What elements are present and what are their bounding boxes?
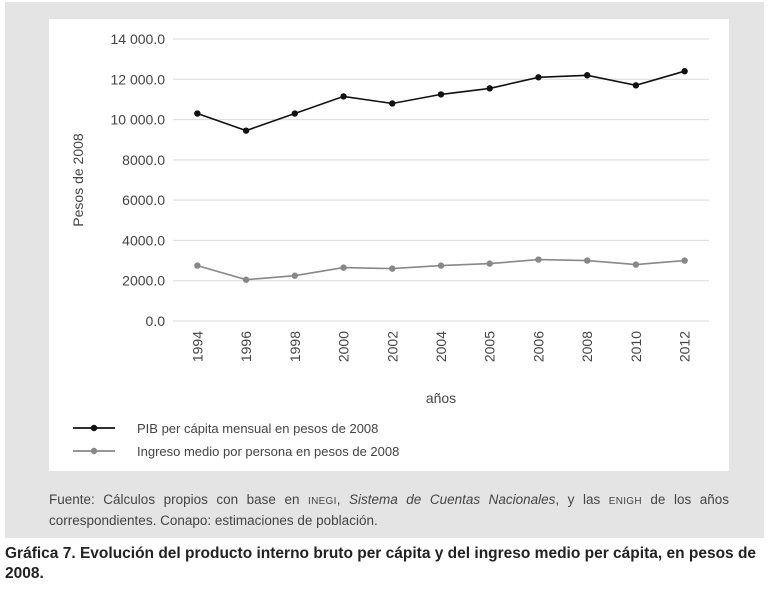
source-sep: , [336,492,349,507]
x-tick-label: 2004 [433,331,449,362]
x-tick-label: 1996 [238,331,254,362]
legend-label: Ingreso medio por persona en pesos de 20… [137,444,399,459]
y-axis-title: Pesos de 2008 [70,133,86,227]
line-chart: 0.0 2000.0 4000.0 6000.0 8000.0 10 000.0 12 00… [70,31,709,459]
series-line-1 [197,70,685,132]
data-point-series-1 [437,91,445,98]
y-tick-label: 10 000.0 [111,112,166,128]
source-enigh: ENIGH [608,496,642,507]
data-point-series-1 [389,100,396,107]
y-tick-label: 14 000.0 [111,31,166,47]
legend-label: PIB per cápita mensual en pesos de 2008 [137,421,378,436]
data-point-series-1 [291,110,299,117]
x-tick-label: 2006 [530,331,546,362]
x-tick-label: 2002 [384,331,400,362]
x-axis-title: años [426,390,456,406]
source-italic: Sistema de Cuentas Nacionales [349,492,556,507]
x-tick-label: 1994 [189,331,205,362]
data-point-series-1 [194,110,201,117]
data-point-series-2 [340,264,347,271]
data-point-series-1 [632,82,640,89]
x-tick-label: 2005 [482,331,498,362]
y-tick-label: 4000.0 [122,232,165,248]
source-prefix: Fuente: Cálculos propios con base en [49,492,308,507]
y-tick-label: 12 000.0 [111,71,166,87]
legend-swatch-marker [90,424,98,432]
y-tick-label: 2000.0 [122,273,165,289]
data-point-series-1 [583,72,591,79]
figure-frame: 0.0 2000.0 4000.0 6000.0 8000.0 10 000.0 12 00… [5,2,764,538]
y-tick-label: 6000.0 [122,192,165,208]
data-point-series-1 [486,85,493,92]
x-tick-label: 2010 [628,331,644,362]
y-tick-label: 0.0 [146,313,166,329]
x-tick-label: 2008 [579,331,595,362]
data-point-series-2 [681,257,688,264]
data-point-series-2 [486,260,493,267]
data-point-series-2 [583,257,591,264]
data-point-series-2 [535,256,542,263]
chart-panel: 0.0 2000.0 4000.0 6000.0 8000.0 10 000.0 12 00… [49,19,729,471]
source-inegi: INEGI [307,496,337,507]
data-point-series-1 [535,74,542,81]
y-tick-label: 8000.0 [122,152,165,168]
x-tick-label: 2012 [677,331,693,362]
data-point-series-1 [340,93,347,100]
data-point-series-2 [632,261,640,268]
figure-caption: Gráfica 7. Evolución del producto intern… [5,545,757,582]
source-mid: , y las [555,492,609,507]
data-point-series-1 [681,68,688,75]
source-note: Fuente: Cálculos propios con base en INE… [49,490,729,530]
data-point-series-2 [291,272,299,279]
x-tick-label: 1998 [287,331,303,362]
data-point-series-2 [437,262,445,269]
data-point-series-2 [242,276,250,283]
data-point-series-2 [389,265,396,272]
data-point-series-1 [242,127,250,134]
x-tick-label: 2000 [336,331,352,362]
source-suffix: de los años correspondientes. Conapo: es… [49,492,729,528]
data-point-series-2 [194,262,201,269]
legend-swatch-marker [90,447,98,455]
